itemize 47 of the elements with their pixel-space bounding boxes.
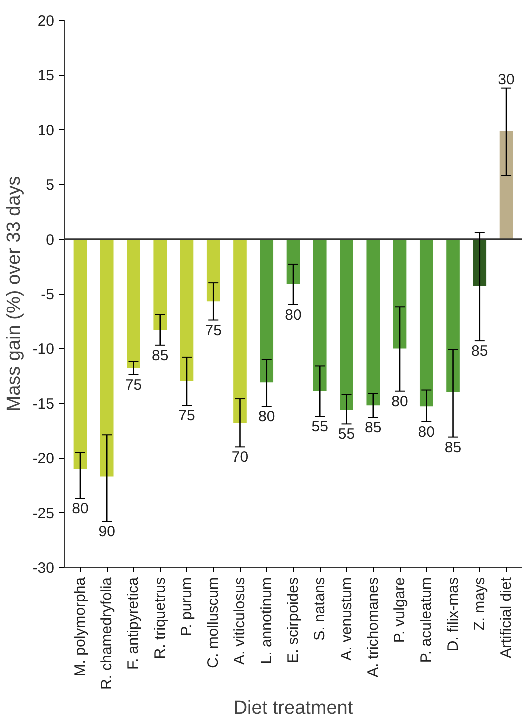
x-tick-label: E. scirpoides bbox=[285, 577, 302, 664]
y-tick-label: -15 bbox=[32, 396, 55, 413]
y-tick-label: 5 bbox=[46, 177, 54, 194]
y-tick-label: 10 bbox=[38, 122, 55, 140]
x-tick-label: Z. mays bbox=[471, 577, 488, 631]
annotation: 85 bbox=[152, 347, 169, 364]
x-tick-label: A. viticulosus bbox=[232, 577, 249, 666]
y-tick-label: -20 bbox=[32, 450, 55, 468]
annotation: 55 bbox=[312, 418, 328, 436]
annotation: 85 bbox=[365, 420, 382, 437]
annotation: 90 bbox=[98, 524, 116, 541]
x-tick-label: Artificial diet bbox=[498, 576, 516, 658]
x-tick-label: M. polymorpha bbox=[72, 576, 89, 677]
y-tick-label: -5 bbox=[41, 286, 55, 304]
y-tick-label: -25 bbox=[32, 505, 55, 522]
x-tick-label: P. aculeatum bbox=[418, 577, 436, 664]
x-tick-label: R. chamedryfolia bbox=[98, 576, 116, 690]
y-tick-label: -30 bbox=[32, 560, 55, 577]
x-tick-label: R. triquetrus bbox=[152, 577, 169, 660]
x-tick-label: L. annotinum bbox=[258, 577, 276, 664]
x-tick-label: C. molluscum bbox=[205, 577, 222, 668]
y-axis-title: Mass gain (%) over 33 days bbox=[4, 176, 25, 412]
annotation: 80 bbox=[285, 306, 302, 324]
y-tick-label: -10 bbox=[32, 341, 55, 358]
annotation: 80 bbox=[418, 424, 435, 441]
x-tick-label: F. antipyretica bbox=[125, 576, 142, 670]
x-tick-label: P. vulgare bbox=[392, 577, 409, 644]
x-tick-label: S. natans bbox=[312, 577, 329, 641]
y-tick-label: 0 bbox=[46, 232, 54, 249]
x-tick-label: A. trichomanes bbox=[364, 577, 382, 678]
annotation: 85 bbox=[472, 343, 488, 360]
y-tick-label: 20 bbox=[38, 13, 55, 30]
annotation: 75 bbox=[205, 322, 222, 340]
annotation: 55 bbox=[338, 426, 356, 444]
x-axis-title: Diet treatment bbox=[234, 698, 354, 720]
y-tick-label: 15 bbox=[38, 68, 55, 85]
x-tick-label: A. venustum bbox=[338, 577, 356, 661]
x-tick-label: P. purum bbox=[178, 577, 196, 636]
annotation: 80 bbox=[392, 393, 408, 410]
annotation: 30 bbox=[498, 71, 515, 88]
annotation: 75 bbox=[178, 408, 196, 425]
annotation: 85 bbox=[444, 439, 462, 456]
annotation: 80 bbox=[72, 500, 89, 518]
annotation: 75 bbox=[125, 376, 142, 394]
x-tick-label: D. filix-mas bbox=[444, 577, 462, 652]
annotation: 80 bbox=[258, 408, 276, 426]
annotation: 70 bbox=[232, 449, 249, 466]
